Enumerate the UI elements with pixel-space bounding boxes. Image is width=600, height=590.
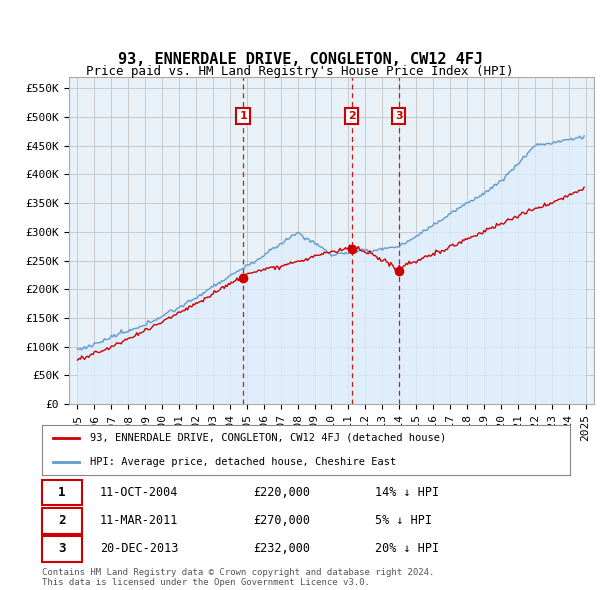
FancyBboxPatch shape bbox=[42, 536, 82, 562]
Text: £270,000: £270,000 bbox=[253, 514, 310, 527]
Text: 14% ↓ HPI: 14% ↓ HPI bbox=[374, 486, 439, 499]
Text: 1: 1 bbox=[239, 111, 247, 121]
Text: 20-DEC-2013: 20-DEC-2013 bbox=[100, 542, 178, 555]
Text: Price paid vs. HM Land Registry's House Price Index (HPI): Price paid vs. HM Land Registry's House … bbox=[86, 65, 514, 78]
Text: 3: 3 bbox=[395, 111, 403, 121]
Text: 3: 3 bbox=[58, 542, 65, 555]
Text: £220,000: £220,000 bbox=[253, 486, 310, 499]
Text: Contains HM Land Registry data © Crown copyright and database right 2024.
This d: Contains HM Land Registry data © Crown c… bbox=[42, 568, 434, 587]
Text: 2: 2 bbox=[348, 111, 356, 121]
FancyBboxPatch shape bbox=[42, 480, 82, 505]
Text: 11-MAR-2011: 11-MAR-2011 bbox=[100, 514, 178, 527]
FancyBboxPatch shape bbox=[42, 508, 82, 533]
Text: 93, ENNERDALE DRIVE, CONGLETON, CW12 4FJ (detached house): 93, ENNERDALE DRIVE, CONGLETON, CW12 4FJ… bbox=[89, 433, 446, 443]
Text: 20% ↓ HPI: 20% ↓ HPI bbox=[374, 542, 439, 555]
Text: 5% ↓ HPI: 5% ↓ HPI bbox=[374, 514, 431, 527]
Text: 1: 1 bbox=[58, 486, 65, 499]
Text: 11-OCT-2004: 11-OCT-2004 bbox=[100, 486, 178, 499]
Text: 93, ENNERDALE DRIVE, CONGLETON, CW12 4FJ: 93, ENNERDALE DRIVE, CONGLETON, CW12 4FJ bbox=[118, 51, 482, 67]
Text: HPI: Average price, detached house, Cheshire East: HPI: Average price, detached house, Ches… bbox=[89, 457, 396, 467]
Text: 2: 2 bbox=[58, 514, 65, 527]
Text: £232,000: £232,000 bbox=[253, 542, 310, 555]
